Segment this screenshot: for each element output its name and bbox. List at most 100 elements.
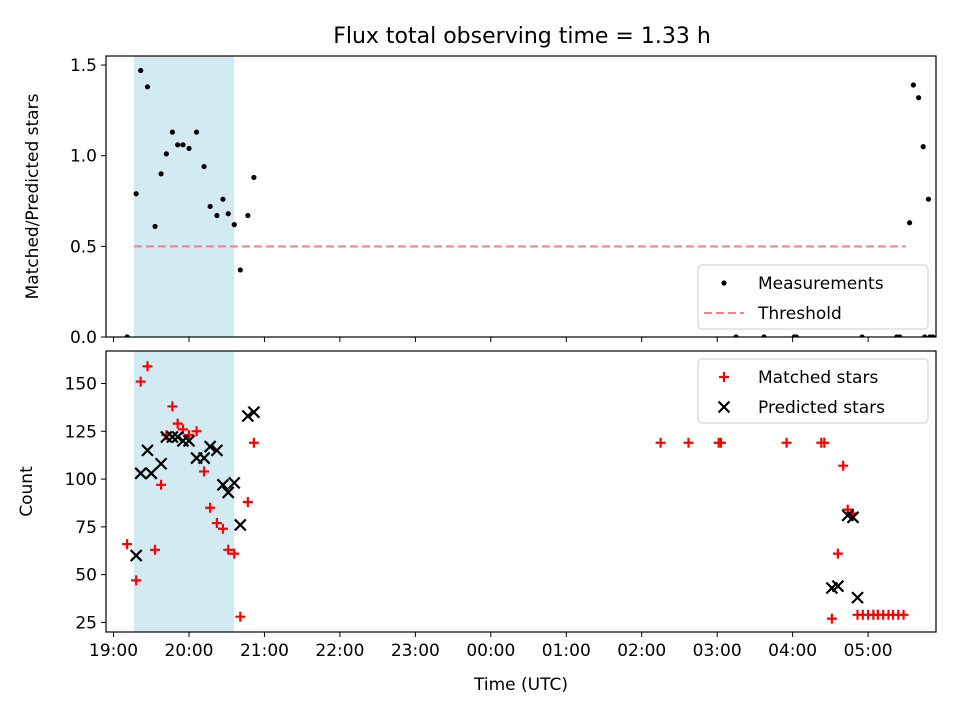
matched-star-point xyxy=(655,437,666,448)
predicted-star-point xyxy=(846,511,860,524)
y-tick-label: 100 xyxy=(65,470,97,490)
predicted-star-point xyxy=(203,440,217,453)
predicted-star-point xyxy=(154,457,168,471)
y-tick-label: 1.5 xyxy=(70,56,97,76)
measurement-point xyxy=(220,196,226,202)
matched-star-point xyxy=(819,437,830,448)
predicted-star-point xyxy=(221,486,235,499)
y-tick-label: 0.5 xyxy=(70,237,97,257)
legend-handle xyxy=(721,280,727,286)
y-axis-label: Matched/Predicted stars xyxy=(23,93,43,299)
measurement-point xyxy=(214,212,220,219)
x-tick-label: 19:00 xyxy=(89,641,138,661)
matched-star-point xyxy=(248,437,259,448)
predicted-star-point xyxy=(141,444,154,457)
measurement-point xyxy=(733,334,739,337)
measurement-point xyxy=(951,334,956,339)
measurement-point xyxy=(922,334,928,337)
predicted-star-point xyxy=(216,478,230,492)
x-tick-label: 23:00 xyxy=(391,641,440,661)
legend-label: Predicted stars xyxy=(758,398,885,418)
x-tick-label: 03:00 xyxy=(693,641,742,661)
matched-star-point xyxy=(838,460,849,471)
matched-star-point xyxy=(205,502,216,513)
measurement-point xyxy=(251,174,257,181)
matched-star-point xyxy=(826,613,837,624)
y-tick-label: 50 xyxy=(75,566,97,586)
matched-star-point xyxy=(150,544,161,555)
measurement-point xyxy=(138,67,144,74)
matched-star-point xyxy=(715,437,726,448)
x-axis-label: Time (UTC) xyxy=(473,675,568,695)
x-tick-label: 02:00 xyxy=(617,641,666,661)
x-tick-label: 20:00 xyxy=(165,641,214,661)
measurement-point xyxy=(906,220,913,226)
measurement-point xyxy=(927,334,933,337)
predicted-star-point xyxy=(241,409,255,423)
y-tick-label: 150 xyxy=(65,374,97,394)
y-tick-label: 1.0 xyxy=(70,147,97,167)
y-tick-label: 25 xyxy=(75,613,97,633)
matched-star-point xyxy=(199,466,210,477)
measurement-point xyxy=(897,334,903,337)
measurement-point xyxy=(169,129,175,135)
measurement-point xyxy=(163,151,169,157)
x-tick-label: 22:00 xyxy=(315,641,364,661)
measurement-point xyxy=(175,142,181,148)
measurement-point xyxy=(793,334,800,337)
measurement-point xyxy=(761,334,767,337)
bottom-panel: 19:00 20:00 21:00 22:00 23:00 00:00 01:00 02:00… xyxy=(17,350,937,695)
measurement-point xyxy=(925,196,932,202)
measurement-point xyxy=(158,171,164,177)
predicted-star-point xyxy=(197,451,211,465)
shaded-observing-window xyxy=(133,351,235,632)
matched-star-point xyxy=(832,548,843,559)
measurement-point xyxy=(207,203,213,210)
predicted-star-point xyxy=(210,444,224,457)
matched-star-point xyxy=(229,548,240,559)
matched-star-point xyxy=(235,611,246,622)
predicted-star-point xyxy=(144,467,158,480)
y-tick-label: 0.0 xyxy=(70,328,97,348)
matched-star-point xyxy=(191,426,202,437)
x-tick-label: 21:00 xyxy=(240,641,289,661)
axes-frame xyxy=(105,55,937,338)
measurement-point xyxy=(916,95,922,101)
predicted-star-point xyxy=(129,549,143,562)
predicted-star-point xyxy=(851,591,864,604)
matched-star-point xyxy=(122,539,133,550)
legend-handle xyxy=(717,400,731,414)
measurement-point xyxy=(910,82,916,88)
measurement-point xyxy=(201,163,207,170)
legend: Matched stars Predicted stars xyxy=(697,358,929,424)
predicted-star-point xyxy=(831,579,845,593)
y-tick-label: 75 xyxy=(75,518,97,538)
measurement-point xyxy=(956,334,960,339)
shaded-observing-window xyxy=(133,56,235,337)
measurement-point xyxy=(152,223,158,230)
matched-star-point xyxy=(217,523,228,534)
measurement-point xyxy=(946,334,951,339)
matched-star-point xyxy=(156,479,167,490)
matched-star-point xyxy=(167,401,178,412)
predicted-star-point xyxy=(227,476,241,490)
matched-star-point xyxy=(184,430,194,441)
x-tick-label: 01:00 xyxy=(542,641,591,661)
legend-handle xyxy=(719,372,729,382)
measurement-point xyxy=(180,142,186,148)
x-tick-label: 04:00 xyxy=(768,641,817,661)
measurement-point xyxy=(225,211,231,217)
predicted-star-point xyxy=(134,467,147,480)
matched-star-point xyxy=(142,361,153,372)
measurement-point xyxy=(186,145,192,152)
measurement-point xyxy=(231,222,237,228)
legend-label: Measurements xyxy=(758,274,884,294)
predicted-star-point xyxy=(182,434,196,448)
matched-star-point xyxy=(172,418,183,429)
axes-frame xyxy=(105,350,937,633)
measurement-point xyxy=(237,267,243,273)
figure-title: Flux total observing time = 1.33 h xyxy=(333,24,711,49)
matched-star-point xyxy=(223,544,234,555)
x-tick-label: 00:00 xyxy=(466,641,515,661)
